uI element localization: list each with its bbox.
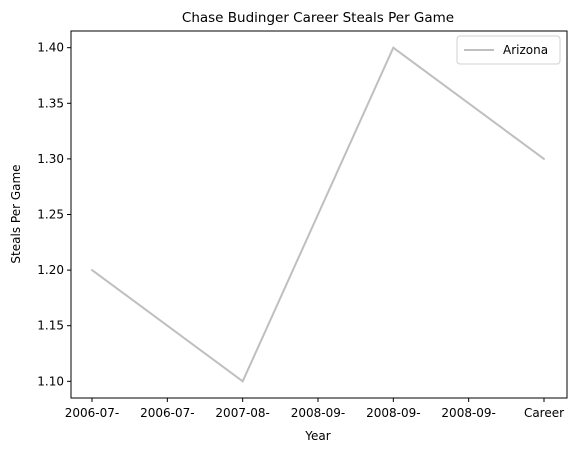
x-tick-label: Career [524,406,564,420]
legend: Arizona [456,35,561,65]
data-point [543,157,545,160]
data-point [241,380,244,383]
y-tick-label: 1.40 [37,41,64,55]
x-axis-label: Year [304,429,330,443]
x-tick-label: 2008-09- [366,406,420,420]
y-tick-label: 1.20 [37,263,64,277]
legend-box [456,35,561,65]
x-tick-label: 2006-07- [65,406,119,420]
y-tick-label: 1.10 [37,374,64,388]
y-axis-label: Steals Per Game [9,164,23,263]
y-tick-label: 1.15 [37,319,64,333]
x-tick-label: 2006-07- [140,406,194,420]
y-tick-label: 1.25 [37,208,64,222]
series-layer [91,46,545,383]
x-tick-label: 2008-09- [291,406,345,420]
series-line-arizona [91,46,545,383]
data-point [91,269,93,272]
x-axis: 2006-07- 2006-07- 2007-08- 2008-09- 2008-09-… [65,398,564,420]
y-tick-label: 1.35 [37,96,64,110]
legend-label-arizona: Arizona [503,43,548,57]
y-tick-label: 1.30 [37,152,64,166]
x-tick-label: 2007-08- [215,406,269,420]
data-point [392,46,395,49]
y-axis: 1.10 1.15 1.20 1.25 1.30 1.35 1.40 [37,41,71,388]
chart-title: Chase Budinger Career Steals Per Game [182,10,454,26]
x-tick-label: 2008-09- [441,406,495,420]
